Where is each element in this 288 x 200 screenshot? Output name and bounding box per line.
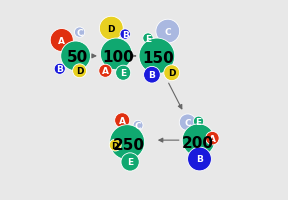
Circle shape [110,125,145,160]
Circle shape [139,39,175,74]
Circle shape [99,65,112,78]
Text: A: A [58,36,65,45]
Text: 150: 150 [142,51,174,66]
Text: 250: 250 [113,137,145,152]
Text: B: B [196,155,203,164]
Circle shape [143,34,153,44]
Text: B: B [149,71,155,80]
Circle shape [182,124,215,157]
Circle shape [115,113,130,128]
Circle shape [73,64,86,78]
Text: D: D [107,25,115,33]
Circle shape [109,139,121,151]
Circle shape [61,42,90,71]
Circle shape [193,117,204,127]
Text: A: A [119,116,126,125]
Text: A: A [209,134,216,143]
Circle shape [133,121,143,131]
Text: C: C [135,121,141,130]
Text: B: B [56,65,63,74]
Circle shape [50,29,73,52]
Text: 50: 50 [67,50,88,65]
Text: E: E [145,34,151,43]
Circle shape [120,30,130,40]
Text: C: C [164,27,171,36]
Circle shape [121,153,139,171]
Circle shape [101,39,132,70]
Text: C: C [184,118,191,127]
Text: D: D [168,69,175,78]
Circle shape [74,28,85,38]
Circle shape [179,114,196,131]
Circle shape [116,66,131,81]
Circle shape [187,147,211,171]
Text: E: E [196,117,202,126]
Circle shape [54,64,65,75]
Text: 200: 200 [181,135,213,150]
Text: 100: 100 [102,50,134,65]
Text: E: E [120,69,126,78]
Circle shape [206,132,219,145]
Circle shape [144,67,160,84]
Circle shape [156,20,180,44]
Circle shape [164,65,180,81]
Circle shape [99,17,123,41]
Text: A: A [102,67,109,76]
Text: D: D [76,67,83,76]
Text: B: B [122,30,129,39]
Text: C: C [76,28,83,37]
Text: D: D [111,141,119,150]
Text: E: E [127,158,133,167]
